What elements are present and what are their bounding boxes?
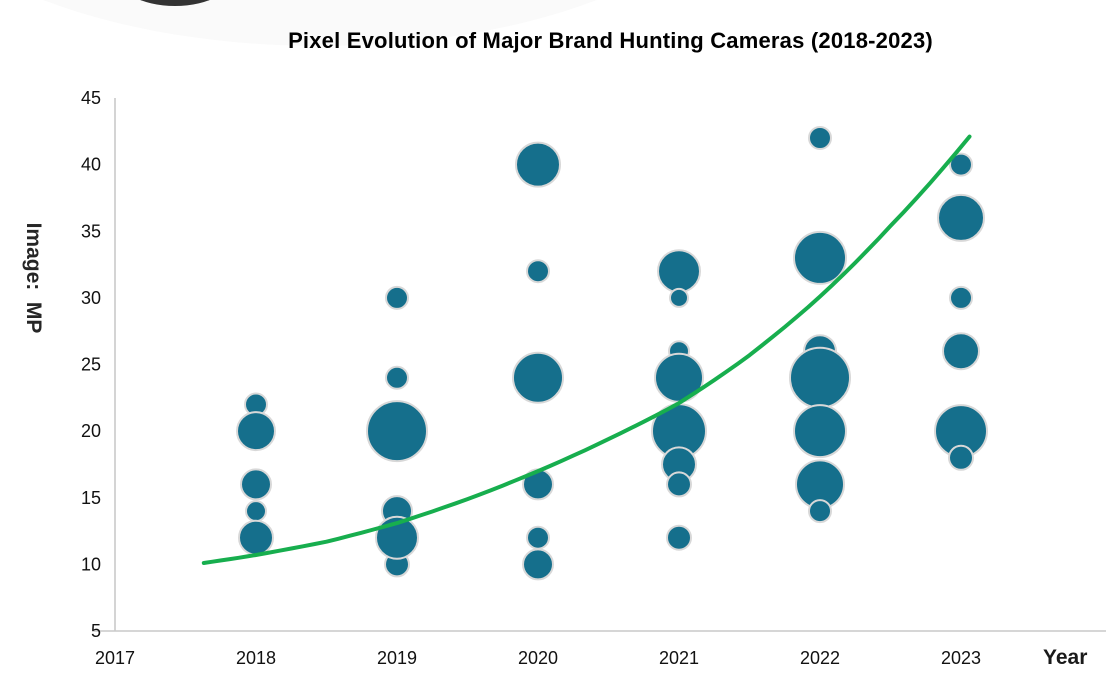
bubble-2022-33mp bbox=[793, 230, 847, 285]
x-tick-2017: 2017 bbox=[95, 648, 135, 668]
y-tick-45: 45 bbox=[81, 88, 101, 108]
bubble-2023-18mp bbox=[948, 444, 974, 471]
y-tick-35: 35 bbox=[81, 221, 101, 241]
y-tick-20: 20 bbox=[81, 421, 101, 441]
bubble-2020-12mp bbox=[526, 525, 550, 550]
bubble-2020-40mp bbox=[515, 141, 561, 188]
bubble-2023-26mp bbox=[942, 332, 980, 371]
bubble-2023-36mp bbox=[937, 193, 985, 242]
bubble-2021-30mp bbox=[669, 287, 689, 308]
x-tick-2023: 2023 bbox=[941, 648, 981, 668]
bubble-2019-30mp bbox=[385, 285, 409, 310]
x-tick-2021: 2021 bbox=[659, 648, 699, 668]
x-tick-2022: 2022 bbox=[800, 648, 840, 668]
bubble-2023-40mp bbox=[949, 152, 973, 177]
x-tick-2020: 2020 bbox=[518, 648, 558, 668]
y-axis-title: Image: MP bbox=[22, 222, 45, 334]
bubble-2021-16mp bbox=[666, 471, 692, 498]
trendline bbox=[201, 134, 972, 565]
bubble-2022-20mp bbox=[793, 404, 847, 459]
bubble-2018-20mp bbox=[236, 411, 276, 452]
chart-title: Pixel Evolution of Major Brand Hunting C… bbox=[288, 28, 933, 53]
bubble-2018-14mp bbox=[245, 500, 267, 523]
bubble-series bbox=[236, 126, 988, 581]
x-tick-2019: 2019 bbox=[377, 648, 417, 668]
trendline-path bbox=[201, 134, 972, 565]
bubble-2019-20mp bbox=[366, 400, 428, 463]
x-tick-2018: 2018 bbox=[236, 648, 276, 668]
x-axis-tick-labels: 2017 2018 2019 2020 2021 2022 2023 bbox=[95, 648, 981, 668]
bubble-2022-14mp bbox=[808, 499, 832, 524]
y-tick-25: 25 bbox=[81, 355, 101, 375]
bubble-2020-24mp bbox=[512, 351, 564, 404]
bubble-2023-30mp bbox=[949, 285, 973, 310]
axis-lines bbox=[92, 98, 1106, 632]
bubble-2022-24mp bbox=[789, 346, 851, 409]
top-edge-shadow bbox=[43, 0, 597, 46]
y-tick-40: 40 bbox=[81, 155, 101, 175]
bubble-2021-12mp bbox=[666, 524, 692, 551]
y-tick-10: 10 bbox=[81, 554, 101, 574]
bubble-2022-42mp bbox=[808, 126, 832, 150]
y-axis-tick-labels: 45 40 35 30 25 20 15 10 5 bbox=[81, 88, 101, 641]
bubble-2021-32mp bbox=[657, 249, 701, 294]
bubble-2018-12mp bbox=[238, 519, 274, 556]
y-tick-30: 30 bbox=[81, 288, 101, 308]
x-axis-title: Year bbox=[1043, 646, 1088, 669]
bubble-2018-16mp bbox=[240, 468, 272, 501]
bubble-2020-10mp bbox=[522, 548, 554, 581]
bubble-2020-32mp bbox=[526, 259, 550, 284]
top-edge-artifact bbox=[140, 0, 210, 6]
y-tick-5: 5 bbox=[91, 621, 101, 641]
bubble-2019-24mp bbox=[385, 365, 409, 390]
y-tick-15: 15 bbox=[81, 488, 101, 508]
